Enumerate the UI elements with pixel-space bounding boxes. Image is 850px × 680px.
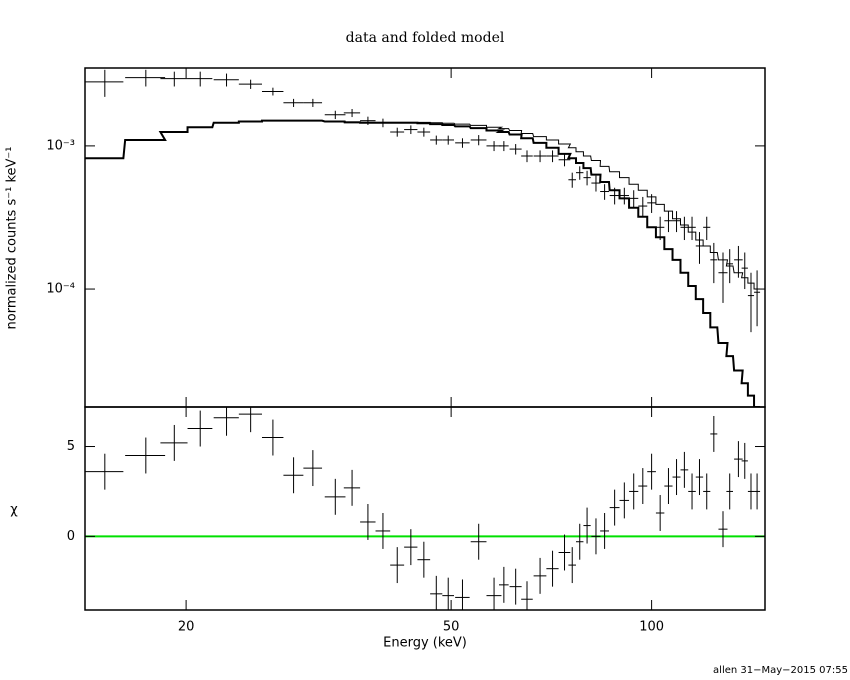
y-axis-label: χ — [10, 503, 18, 518]
x-axis-label: Energy (keV) — [383, 636, 467, 651]
footer: allen 31−May−2015 07:55 — [713, 665, 848, 676]
x-tick-label: 100 — [639, 620, 664, 635]
plot-area — [85, 407, 765, 610]
y-tick-label: 5 — [67, 439, 75, 454]
y-tick-label: 0 — [67, 529, 75, 544]
model-line — [85, 120, 761, 290]
chart-title: data and folded model — [346, 30, 505, 46]
y-axis-label: normalized counts s⁻¹ keV⁻¹ — [5, 147, 20, 330]
x-tick-label: 20 — [178, 620, 195, 635]
plot-area — [85, 69, 761, 407]
y-tick-label: 10⁻³ — [46, 138, 75, 153]
x-tick-label: 50 — [443, 620, 460, 635]
frame — [84, 406, 766, 611]
y-tick-label: 10⁻⁴ — [46, 282, 75, 297]
